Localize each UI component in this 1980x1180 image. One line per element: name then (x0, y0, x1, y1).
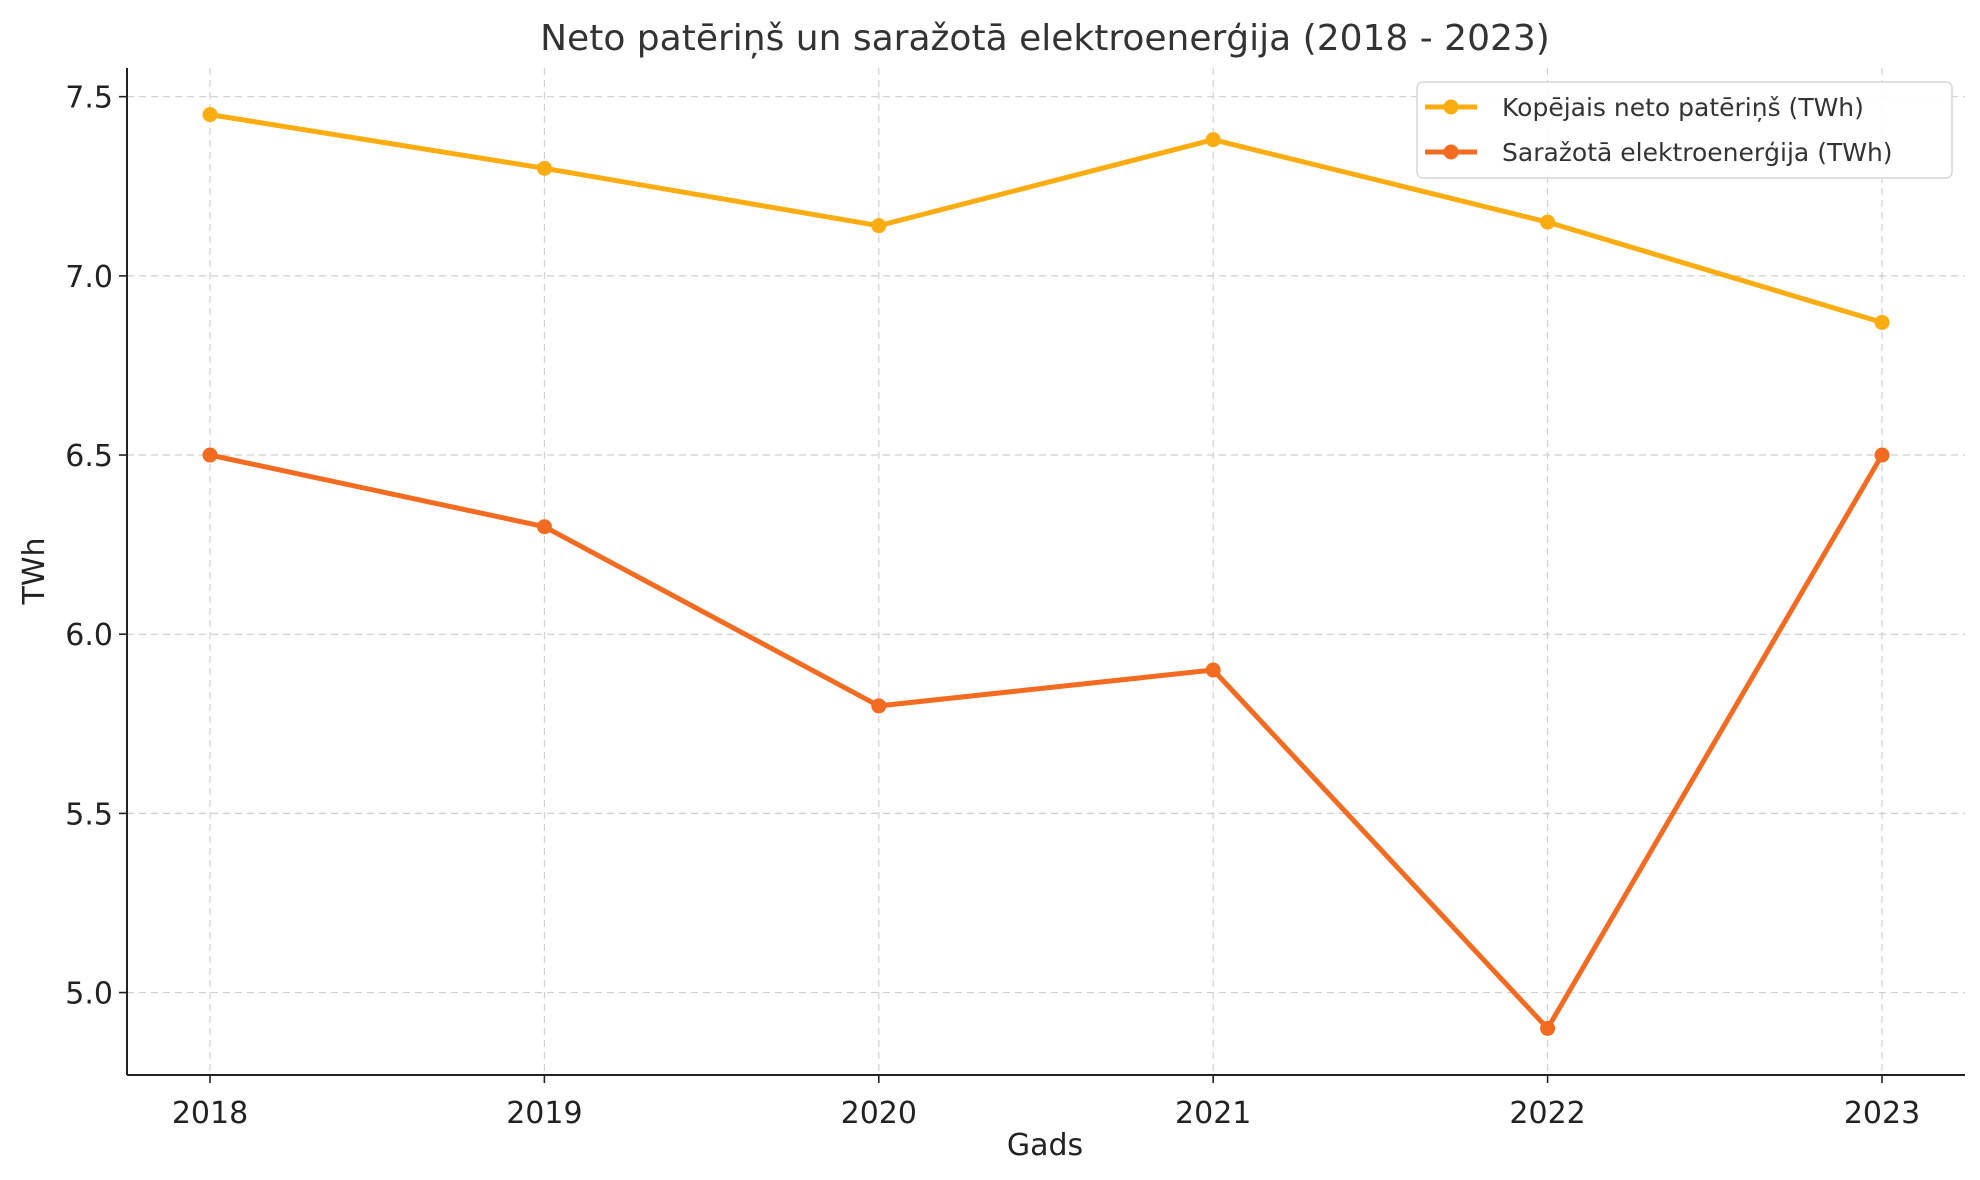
series-2-point (202, 447, 218, 463)
x-tick-label: 2019 (506, 1096, 582, 1131)
series-1-point (536, 160, 552, 176)
series-1-point (1540, 214, 1556, 230)
series-line-2 (207, 452, 1885, 1031)
y-tick-label: 5.0 (65, 977, 113, 1012)
series-1-point (202, 107, 218, 123)
legend-label-2: Saražotā elektroenerģija (TWh) (1502, 138, 1893, 167)
series-2-point (1874, 447, 1890, 463)
legend-marker-1 (1443, 99, 1459, 115)
y-axis-ticks: 5.0 5.5 6.0 6.5 7.0 7.5 (65, 81, 127, 1012)
series-1-point (1874, 314, 1890, 330)
y-tick-label: 6.5 (65, 439, 113, 474)
legend-label-1: Kopējais neto patēriņš (TWh) (1502, 93, 1864, 122)
grid (127, 68, 1965, 1075)
y-tick-label: 7.0 (65, 260, 113, 295)
series-2-point (1540, 1020, 1556, 1036)
x-tick-label: 2022 (1509, 1096, 1585, 1131)
y-tick-label: 7.5 (65, 81, 113, 116)
legend-box (1416, 81, 1953, 179)
axes (126, 68, 1965, 1076)
y-tick-label: 5.5 (65, 797, 113, 832)
x-tick-label: 2021 (1175, 1096, 1251, 1131)
series-line-1 (207, 112, 1885, 325)
series-1-point (871, 218, 887, 234)
series-1-point (1205, 132, 1221, 148)
x-axis-ticks: 2018 2019 2020 2021 2022 2023 (172, 1075, 1920, 1131)
series-2-point (1205, 662, 1221, 678)
x-axis-label: Gads (1007, 1128, 1083, 1163)
series-2-point (536, 519, 552, 535)
y-tick-label: 6.0 (65, 618, 113, 653)
legend: Kopējais neto patēriņš (TWh) Saražotā ele… (1416, 81, 1953, 179)
series (202, 107, 1890, 1036)
y-axis-label: TWh (17, 537, 52, 605)
legend-marker-2 (1443, 144, 1459, 160)
x-tick-label: 2018 (172, 1096, 248, 1131)
series-2-point (871, 698, 887, 714)
x-tick-label: 2020 (841, 1096, 917, 1131)
chart-title: Neto patēriņš un saražotā elektroenerģij… (540, 18, 1550, 59)
x-tick-label: 2023 (1844, 1096, 1920, 1131)
